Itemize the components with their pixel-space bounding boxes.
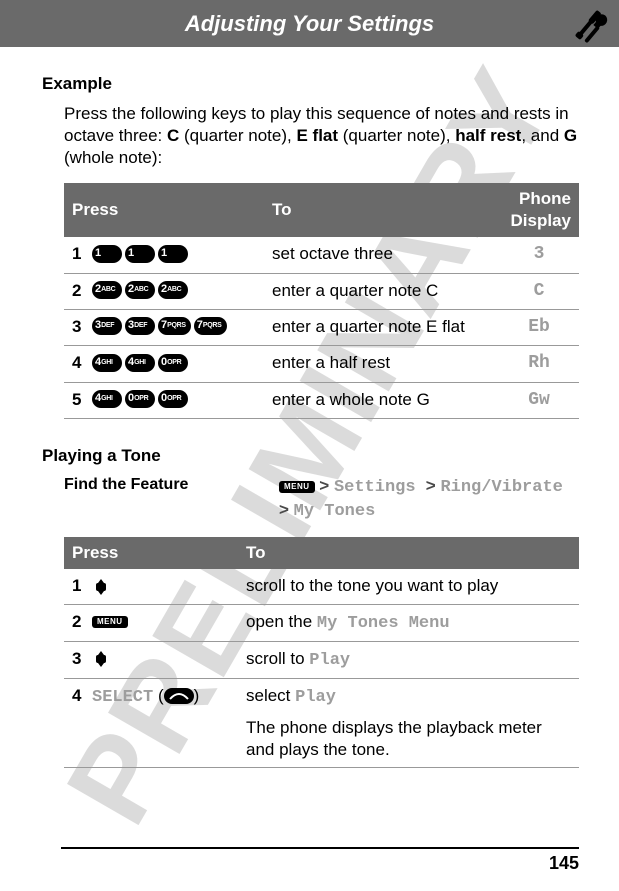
row-keys	[88, 569, 238, 604]
row-to: enter a half rest	[264, 346, 499, 382]
phone-key-1: 1	[158, 245, 188, 263]
text-bold: E flat	[296, 126, 338, 145]
text-bold: half rest	[455, 126, 521, 145]
row-display: 3	[499, 237, 579, 273]
path-seg: My Tones	[294, 502, 376, 521]
text: (quarter note),	[179, 126, 296, 145]
phone-key-7: 7PQRS	[158, 317, 191, 335]
th-to: To	[238, 537, 579, 569]
row-to: enter a quarter note C	[264, 273, 499, 309]
row-keys: 4GHI4GHI0OPR	[88, 346, 264, 382]
phone-key-0: 0OPR	[158, 390, 188, 408]
ftf-label: Find the Feature	[64, 475, 279, 523]
row-keys: 2ABC2ABC2ABC	[88, 273, 264, 309]
phone-key-4: 4GHI	[125, 354, 155, 372]
th-press: Press	[64, 537, 238, 569]
row-keys	[88, 641, 238, 678]
row-display: Rh	[499, 346, 579, 382]
phone-key-0: 0OPR	[125, 390, 155, 408]
row-to: enter a quarter note E flat	[264, 309, 499, 345]
tools-icon	[567, 2, 611, 46]
soft-key-icon	[164, 688, 194, 704]
section-title-playtone: Playing a Tone	[42, 445, 579, 467]
row-to: scroll to Play	[238, 641, 579, 678]
row-num: 2	[64, 604, 88, 641]
table-row: 3 scroll to Play	[64, 641, 579, 678]
row-num: 4	[64, 346, 88, 382]
row-keys: MENU	[88, 604, 238, 641]
playtone-table: Press To 1 scroll to the tone you want to…	[64, 537, 579, 768]
row-num: 1	[64, 237, 88, 273]
row-num: 5	[64, 382, 88, 418]
row-num: 1	[64, 569, 88, 604]
text: , and	[521, 126, 564, 145]
row-to: enter a whole note G	[264, 382, 499, 418]
row-to: open the My Tones Menu	[238, 604, 579, 641]
ftf-path: MENU > Settings > Ring/Vibrate > My Tone…	[279, 475, 579, 523]
row-display: C	[499, 273, 579, 309]
footer-rule	[61, 847, 579, 849]
th-press: Press	[64, 183, 264, 237]
row-keys: SELECT ()	[88, 678, 238, 767]
sep: >	[279, 500, 294, 519]
row-display: Gw	[499, 382, 579, 418]
phone-key-4: 4GHI	[92, 390, 122, 408]
page-header: Adjusting Your Settings	[0, 0, 619, 47]
phone-key-1: 1	[92, 245, 122, 263]
find-the-feature: Find the Feature MENU > Settings > Ring/…	[64, 475, 579, 523]
nav-key-icon	[92, 578, 110, 596]
phone-key-1: 1	[125, 245, 155, 263]
sep: >	[319, 476, 334, 495]
phone-key-2: 2ABC	[92, 281, 122, 299]
text: (quarter note),	[338, 126, 455, 145]
row-num: 3	[64, 309, 88, 345]
row-keys: 3DEF3DEF7PQRS7PQRS	[88, 309, 264, 345]
page-number: 145	[549, 852, 579, 875]
menu-key-icon: MENU	[92, 616, 128, 628]
page-header-title: Adjusting Your Settings	[185, 11, 434, 36]
phone-key-3: 3DEF	[125, 317, 155, 335]
table-row: 4SELECT ()select PlayThe phone displays …	[64, 678, 579, 767]
row-to: select PlayThe phone displays the playba…	[238, 678, 579, 767]
path-seg: Settings	[334, 478, 416, 497]
sep: >	[426, 476, 441, 495]
table-row: 54GHI0OPR0OPRenter a whole note GGw	[64, 382, 579, 418]
row-to: scroll to the tone you want to play	[238, 569, 579, 604]
th-to: To	[264, 183, 499, 237]
table-row: 1111set octave three3	[64, 237, 579, 273]
nav-key-icon	[92, 650, 110, 668]
phone-key-4: 4GHI	[92, 354, 122, 372]
phone-key-2: 2ABC	[125, 281, 155, 299]
row-to: set octave three	[264, 237, 499, 273]
table-row: 22ABC2ABC2ABCenter a quarter note CC	[64, 273, 579, 309]
phone-key-3: 3DEF	[92, 317, 122, 335]
phone-key-7: 7PQRS	[194, 317, 227, 335]
menu-icon: MENU	[279, 481, 315, 493]
phone-key-2: 2ABC	[158, 281, 188, 299]
row-num: 2	[64, 273, 88, 309]
row-keys: 4GHI0OPR0OPR	[88, 382, 264, 418]
example-intro: Press the following keys to play this se…	[64, 103, 579, 169]
text-bold: C	[167, 126, 179, 145]
th-display: Phone Display	[499, 183, 579, 237]
row-num: 4	[64, 678, 88, 767]
text: (whole note):	[64, 148, 162, 167]
example-table: Press To Phone Display 1111set octave th…	[64, 183, 579, 419]
row-num: 3	[64, 641, 88, 678]
path-seg: Ring/Vibrate	[440, 478, 562, 497]
text-bold: G	[564, 126, 577, 145]
table-row: 33DEF3DEF7PQRS7PQRSenter a quarter note …	[64, 309, 579, 345]
phone-key-0: 0OPR	[158, 354, 188, 372]
row-keys: 111	[88, 237, 264, 273]
section-title-example: Example	[42, 73, 579, 95]
soft-label: SELECT	[92, 688, 153, 707]
table-row: 2 MENU open the My Tones Menu	[64, 604, 579, 641]
table-row: 44GHI4GHI0OPRenter a half restRh	[64, 346, 579, 382]
row-display: Eb	[499, 309, 579, 345]
table-row: 1 scroll to the tone you want to play	[64, 569, 579, 604]
